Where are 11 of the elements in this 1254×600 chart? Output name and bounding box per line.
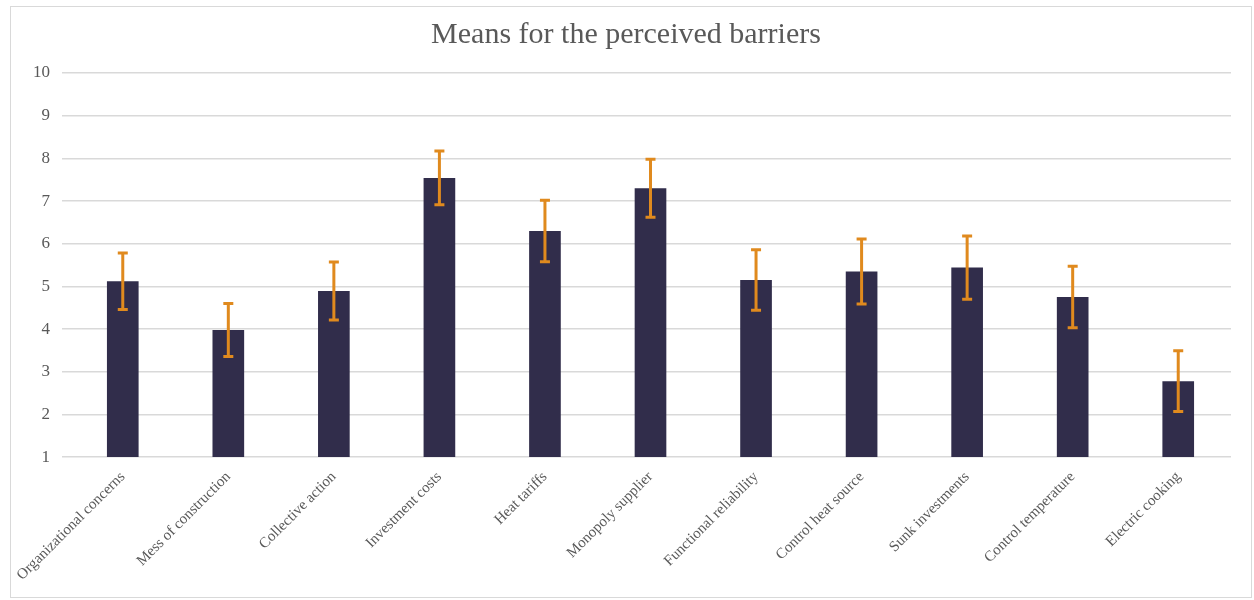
y-tick-label: 3 [41,361,50,381]
y-tick-label: 8 [41,147,50,167]
y-tick-label: 2 [41,403,50,423]
y-tick-label: 10 [33,62,50,82]
y-tick-label: 7 [41,190,51,210]
y-tick-label: 9 [41,105,50,125]
y-tick-label: 5 [41,275,50,295]
y-tick-label: 1 [41,446,50,466]
chart-title: Means for the perceived barriers [431,15,821,49]
y-tick-label: 4 [41,318,51,338]
y-tick-label: 6 [41,233,50,253]
